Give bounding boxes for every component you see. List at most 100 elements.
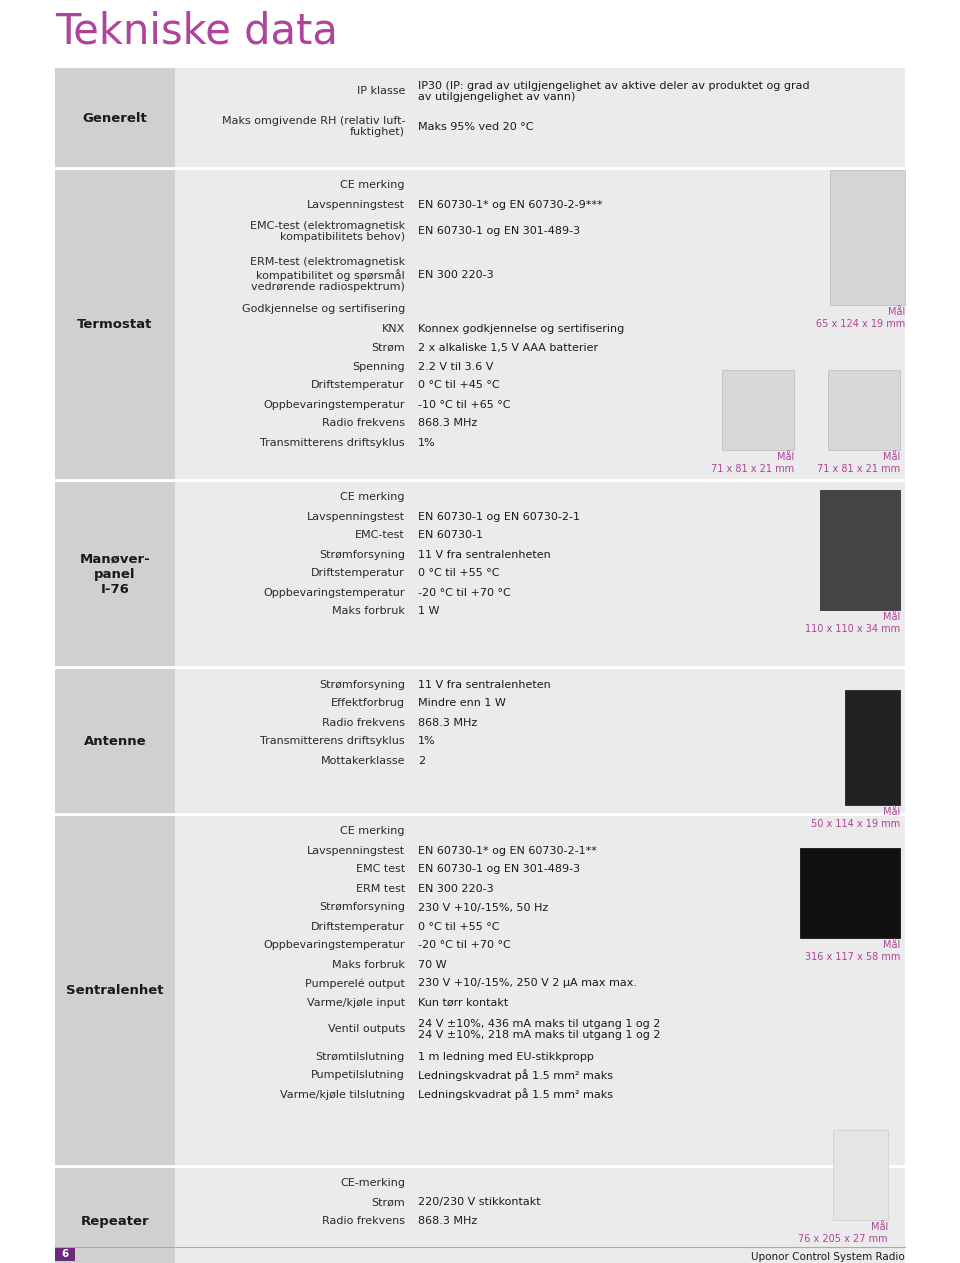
Text: 220/230 V stikkontakt: 220/230 V stikkontakt xyxy=(418,1197,540,1207)
Bar xyxy=(833,1130,888,1220)
Text: 6: 6 xyxy=(61,1249,68,1259)
Text: -20 °C til +70 °C: -20 °C til +70 °C xyxy=(418,941,511,951)
Text: KNX: KNX xyxy=(382,323,405,333)
Text: 2.2 V til 3.6 V: 2.2 V til 3.6 V xyxy=(418,361,493,371)
Text: 2 x alkaliske 1,5 V AAA batterier: 2 x alkaliske 1,5 V AAA batterier xyxy=(418,342,598,352)
Text: Mål
110 x 110 x 34 mm: Mål 110 x 110 x 34 mm xyxy=(804,613,900,634)
Bar xyxy=(55,816,175,1166)
Text: 0 °C til +55 °C: 0 °C til +55 °C xyxy=(418,568,499,578)
Text: Strømforsyning: Strømforsyning xyxy=(319,903,405,912)
Text: Radio frekvens: Radio frekvens xyxy=(322,717,405,727)
Text: Spenning: Spenning xyxy=(352,361,405,371)
Text: IP30 (IP: grad av utilgjengelighet av aktive deler av produktet og grad
av utilg: IP30 (IP: grad av utilgjengelighet av ak… xyxy=(418,81,809,102)
Bar xyxy=(800,847,900,938)
Bar xyxy=(55,669,175,813)
Text: -20 °C til +70 °C: -20 °C til +70 °C xyxy=(418,587,511,597)
Bar xyxy=(55,68,175,168)
Text: 0 °C til +55 °C: 0 °C til +55 °C xyxy=(418,922,499,932)
Text: IP klasse: IP klasse xyxy=(356,86,405,96)
Text: 868.3 MHz: 868.3 MHz xyxy=(418,717,477,727)
Text: Lavspenningstest: Lavspenningstest xyxy=(307,512,405,522)
Text: 1%: 1% xyxy=(418,736,436,746)
Text: EMC test: EMC test xyxy=(356,864,405,874)
Text: Strømforsyning: Strømforsyning xyxy=(319,679,405,690)
Text: EMC-test (elektromagnetisk
kompatibilitets behov): EMC-test (elektromagnetisk kompatibilite… xyxy=(250,221,405,242)
Bar xyxy=(820,490,900,610)
Text: Mål
65 x 124 x 19 mm: Mål 65 x 124 x 19 mm xyxy=(816,307,905,328)
Bar xyxy=(722,370,794,450)
Bar xyxy=(55,816,905,1166)
Bar xyxy=(55,68,905,1263)
Text: Manøver-
panel
I-76: Manøver- panel I-76 xyxy=(80,553,151,596)
Text: Mindre enn 1 W: Mindre enn 1 W xyxy=(418,698,506,709)
Text: EN 300 220-3: EN 300 220-3 xyxy=(418,269,493,279)
Text: Lavspenningstest: Lavspenningstest xyxy=(307,845,405,855)
Text: CE merking: CE merking xyxy=(341,493,405,503)
Text: Mål
316 x 117 x 58 mm: Mål 316 x 117 x 58 mm xyxy=(804,940,900,961)
Text: Uponor Control System Radio: Uponor Control System Radio xyxy=(752,1252,905,1262)
Text: Strøm: Strøm xyxy=(372,1197,405,1207)
Text: Transmitterens driftsyklus: Transmitterens driftsyklus xyxy=(260,736,405,746)
Text: EN 60730-1 og EN 301-489-3: EN 60730-1 og EN 301-489-3 xyxy=(418,226,580,236)
Text: Sentralenhet: Sentralenhet xyxy=(66,984,164,998)
Bar xyxy=(55,669,905,813)
Text: 24 V ±10%, 436 mA maks til utgang 1 og 2
24 V ±10%, 218 mA maks til utgang 1 og : 24 V ±10%, 436 mA maks til utgang 1 og 2… xyxy=(418,1019,660,1041)
Text: 0 °C til +45 °C: 0 °C til +45 °C xyxy=(418,380,499,390)
Text: Mål
71 x 81 x 21 mm: Mål 71 x 81 x 21 mm xyxy=(710,452,794,474)
Text: Lavspenningstest: Lavspenningstest xyxy=(307,200,405,210)
Text: Antenne: Antenne xyxy=(84,735,146,748)
Text: Ledningskvadrat på 1.5 mm² maks: Ledningskvadrat på 1.5 mm² maks xyxy=(418,1089,613,1100)
Text: Kun tørr kontakt: Kun tørr kontakt xyxy=(418,998,508,1008)
Text: CE-merking: CE-merking xyxy=(340,1178,405,1188)
Text: Ventil outputs: Ventil outputs xyxy=(327,1024,405,1034)
Text: CE merking: CE merking xyxy=(341,826,405,836)
Text: Varme/kjøle tilslutning: Varme/kjøle tilslutning xyxy=(280,1090,405,1100)
Text: -10 °C til +65 °C: -10 °C til +65 °C xyxy=(418,399,511,409)
Text: EMC-test: EMC-test xyxy=(355,530,405,541)
Text: Maks forbruk: Maks forbruk xyxy=(332,606,405,616)
Text: 2: 2 xyxy=(418,755,425,765)
Text: Varme/kjøle input: Varme/kjøle input xyxy=(307,998,405,1008)
Bar xyxy=(845,690,900,805)
Bar xyxy=(55,171,175,480)
Text: Mål
71 x 81 x 21 mm: Mål 71 x 81 x 21 mm xyxy=(817,452,900,474)
Text: EN 60730-1* og EN 60730-2-1**: EN 60730-1* og EN 60730-2-1** xyxy=(418,845,597,855)
Text: EN 60730-1 og EN 60730-2-1: EN 60730-1 og EN 60730-2-1 xyxy=(418,512,580,522)
Text: Radio frekvens: Radio frekvens xyxy=(322,1216,405,1226)
Text: Mål
50 x 114 x 19 mm: Mål 50 x 114 x 19 mm xyxy=(811,807,900,829)
Text: Godkjennelse og sertifisering: Godkjennelse og sertifisering xyxy=(242,304,405,314)
Text: Termostat: Termostat xyxy=(78,318,153,331)
Text: Maks 95% ved 20 °C: Maks 95% ved 20 °C xyxy=(418,121,534,131)
Text: CE merking: CE merking xyxy=(341,181,405,191)
Text: 70 W: 70 W xyxy=(418,960,446,970)
Text: Radio frekvens: Radio frekvens xyxy=(322,418,405,428)
Text: Generelt: Generelt xyxy=(83,111,148,125)
Text: EN 60730-1* og EN 60730-2-9***: EN 60730-1* og EN 60730-2-9*** xyxy=(418,200,603,210)
Text: 1 m ledning med EU-stikkpropp: 1 m ledning med EU-stikkpropp xyxy=(418,1052,594,1061)
Text: 868.3 MHz: 868.3 MHz xyxy=(418,418,477,428)
Text: Mottakerklasse: Mottakerklasse xyxy=(321,755,405,765)
Text: Strøm: Strøm xyxy=(372,342,405,352)
Text: Strømforsyning: Strømforsyning xyxy=(319,549,405,560)
Text: Oppbevaringstemperatur: Oppbevaringstemperatur xyxy=(263,587,405,597)
Text: 11 V fra sentralenheten: 11 V fra sentralenheten xyxy=(418,549,551,560)
Text: EN 300 220-3: EN 300 220-3 xyxy=(418,884,493,893)
Text: 230 V +10/-15%, 50 Hz: 230 V +10/-15%, 50 Hz xyxy=(418,903,548,912)
Text: Ledningskvadrat på 1.5 mm² maks: Ledningskvadrat på 1.5 mm² maks xyxy=(418,1070,613,1081)
Bar xyxy=(55,1168,175,1263)
Text: Repeater: Repeater xyxy=(81,1215,150,1229)
Bar xyxy=(55,482,905,667)
Text: ERM-test (elektromagnetisk
kompatibilitet og spørsmål
vedrørende radiospektrum): ERM-test (elektromagnetisk kompatibilite… xyxy=(250,256,405,292)
Text: 868.3 MHz: 868.3 MHz xyxy=(418,1216,477,1226)
Bar xyxy=(55,1247,75,1260)
Text: EN 60730-1 og EN 301-489-3: EN 60730-1 og EN 301-489-3 xyxy=(418,864,580,874)
Text: Pumpetilslutning: Pumpetilslutning xyxy=(311,1071,405,1081)
Text: Maks forbruk: Maks forbruk xyxy=(332,960,405,970)
Text: Oppbevaringstemperatur: Oppbevaringstemperatur xyxy=(263,399,405,409)
Text: Oppbevaringstemperatur: Oppbevaringstemperatur xyxy=(263,941,405,951)
Text: Pumperelé output: Pumperelé output xyxy=(305,979,405,989)
Bar xyxy=(55,1168,905,1263)
Text: Mål
76 x 205 x 27 mm: Mål 76 x 205 x 27 mm xyxy=(799,1223,888,1244)
Text: Konnex godkjennelse og sertifisering: Konnex godkjennelse og sertifisering xyxy=(418,323,624,333)
Text: Maks omgivende RH (relativ luft-
fuktighet): Maks omgivende RH (relativ luft- fuktigh… xyxy=(222,116,405,138)
